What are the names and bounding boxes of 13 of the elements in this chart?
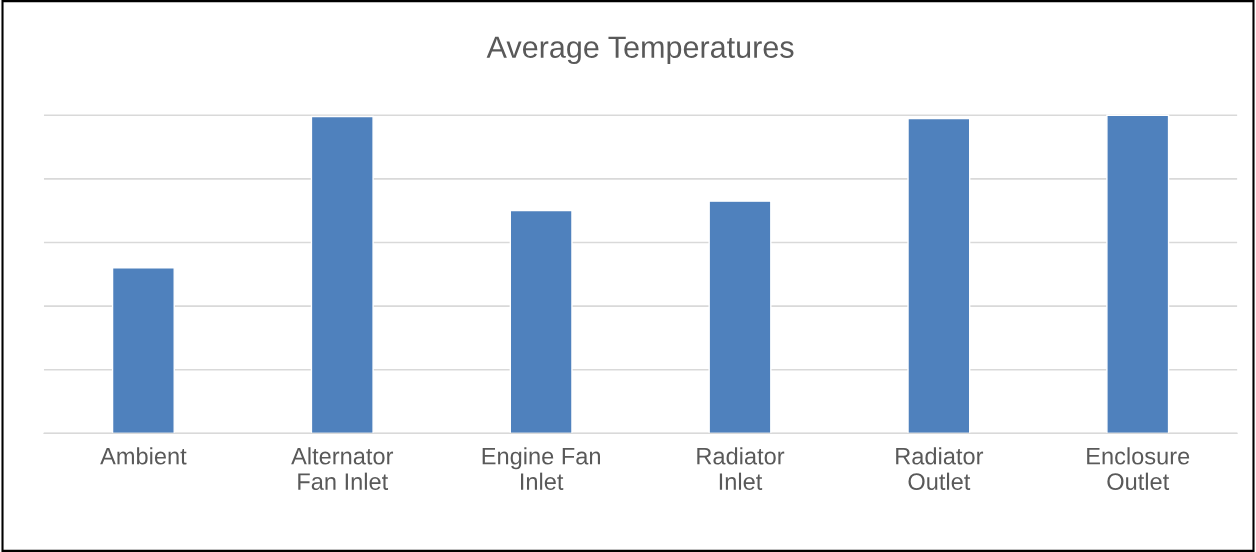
bar	[310, 115, 374, 434]
bar	[1106, 114, 1170, 434]
chart-title: Average Temperatures	[486, 36, 794, 65]
bar	[708, 200, 772, 434]
bar	[907, 117, 971, 434]
x-tick-label: Alternator Fan Inlet	[291, 447, 394, 490]
x-tick-label: Radiator Inlet	[697, 447, 785, 490]
bar	[111, 267, 175, 434]
x-tick-label: Radiator Outlet	[896, 447, 984, 490]
x-tick-label: Ambient	[100, 447, 187, 465]
x-tick-label: Engine Fan Inlet	[482, 447, 600, 490]
x-tick-label: Enclosure Outlet	[1087, 447, 1190, 490]
bar	[509, 209, 573, 434]
